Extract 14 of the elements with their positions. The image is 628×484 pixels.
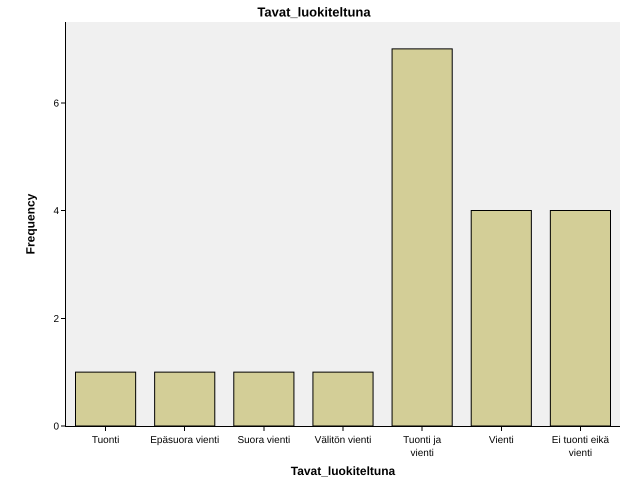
y-axis-title: Frequency xyxy=(24,193,38,254)
x-tick-label: Ei tuonti eikä vienti xyxy=(552,435,610,459)
y-tick-label: 4 xyxy=(53,206,60,218)
y-tick-label: 2 xyxy=(53,314,60,325)
x-tick-label: Epäsuora vienti xyxy=(150,435,220,446)
y-tick-label: 0 xyxy=(53,422,60,432)
x-axis-title: Tavat_luokiteltuna xyxy=(290,464,396,478)
y-tick-label: 6 xyxy=(53,98,60,110)
x-tick-label: Tuonti xyxy=(92,435,120,446)
x-tick-label: Suora vienti xyxy=(237,435,290,446)
x-tick-label: Vienti xyxy=(488,435,514,446)
x-tick-label: Välitön vienti xyxy=(314,435,372,446)
chart-title: Tavat_luokiteltuna xyxy=(257,4,372,20)
x-tick-label: Tuonti ja vienti xyxy=(403,435,442,459)
